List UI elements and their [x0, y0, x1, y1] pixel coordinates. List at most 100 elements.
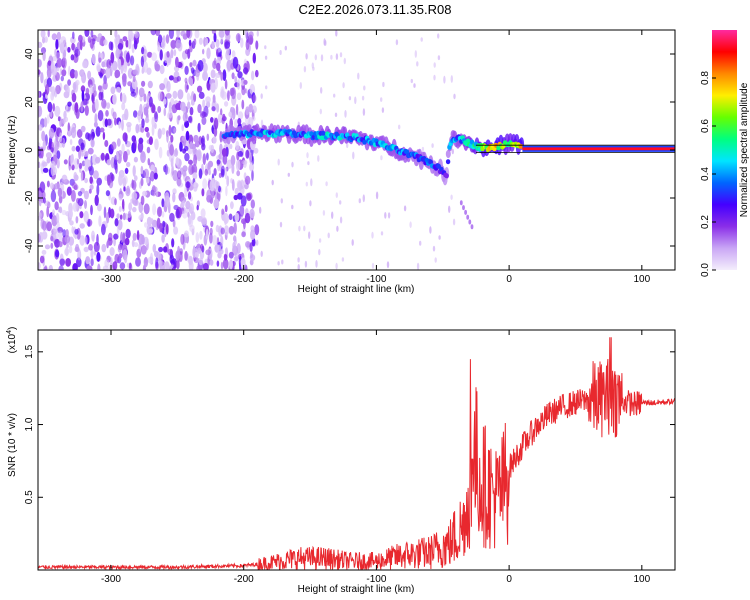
tone-band-core — [522, 147, 675, 151]
noise-speckle — [72, 263, 78, 270]
noise-speckle — [361, 95, 365, 101]
y-tick-label: -20 — [24, 190, 35, 205]
noise-speckle — [187, 101, 191, 110]
noise-speckle — [71, 126, 77, 139]
noise-speckle — [188, 39, 192, 47]
noise-speckle — [189, 77, 194, 87]
noise-speckle — [212, 60, 217, 69]
noise-speckle — [116, 225, 120, 236]
noise-speckle — [348, 96, 352, 101]
noise-speckle — [94, 99, 99, 111]
noise-speckle — [206, 47, 211, 60]
noise-speckle — [97, 203, 102, 212]
noise-speckle — [122, 212, 126, 221]
noise-speckle — [50, 147, 54, 153]
noise-speckle — [210, 82, 216, 93]
noise-speckle — [96, 251, 101, 262]
noise-speckle — [210, 117, 214, 123]
noise-speckle — [200, 137, 204, 144]
noise-speckle — [175, 102, 181, 111]
noise-speckle — [108, 41, 113, 50]
noise-speckle — [180, 233, 185, 245]
noise-speckle — [220, 261, 224, 270]
noise-speckle — [102, 131, 106, 140]
noise-speckle — [245, 39, 250, 50]
noise-speckle — [95, 126, 101, 137]
noise-speckle — [67, 46, 71, 53]
noise-speckle — [97, 263, 101, 270]
noise-speckle — [87, 218, 91, 227]
noise-speckle — [71, 92, 77, 103]
noise-speckle — [43, 117, 48, 128]
noise-speckle — [168, 30, 174, 39]
noise-speckle — [170, 39, 177, 49]
noise-speckle — [142, 190, 148, 197]
noise-speckle — [214, 72, 221, 78]
noise-speckle — [234, 187, 239, 195]
y-tick-label: 20 — [24, 96, 35, 108]
noise-speckle — [75, 145, 80, 152]
noise-speckle — [182, 135, 186, 142]
bottom-y-axis-label: SNR (10 * v/v) — [7, 413, 18, 477]
noise-speckle — [306, 152, 309, 159]
noise-speckle — [79, 223, 85, 229]
noise-speckle — [245, 149, 250, 159]
noise-speckle — [216, 103, 220, 113]
noise-speckle — [140, 245, 147, 255]
noise-speckle — [193, 38, 197, 46]
noise-speckle — [46, 114, 50, 124]
y-tick-label: 1.0 — [24, 417, 35, 431]
noise-speckle — [344, 110, 347, 118]
noise-speckle — [249, 208, 255, 219]
noise-speckle — [358, 198, 361, 204]
noise-speckle — [101, 99, 107, 109]
noise-speckle — [187, 116, 193, 123]
noise-speckle — [85, 132, 90, 140]
noise-speckle — [143, 168, 150, 179]
noise-speckle — [131, 191, 138, 201]
noise-speckle — [244, 212, 251, 224]
noise-speckle — [194, 69, 201, 77]
noise-speckle — [217, 251, 222, 259]
noise-speckle — [91, 53, 96, 65]
noise-speckle — [132, 75, 136, 83]
noise-speckle — [110, 173, 115, 182]
noise-speckle — [149, 171, 155, 182]
y-tick-label: 40 — [24, 48, 35, 60]
noise-speckle — [96, 36, 101, 43]
noise-speckle — [209, 232, 213, 244]
noise-speckle — [196, 149, 202, 162]
page-title: C2E2.2026.073.11.35.R08 — [298, 2, 452, 17]
noise-speckle — [254, 224, 260, 236]
noise-speckle — [357, 72, 360, 80]
noise-speckle — [38, 58, 42, 68]
noise-speckle — [97, 110, 104, 122]
noise-speckle — [246, 193, 252, 202]
noise-speckle — [249, 242, 253, 253]
top-x-ticks: -300 -200 -100 0 100 — [101, 30, 651, 285]
noise-speckle — [125, 228, 131, 239]
noise-speckle — [177, 115, 181, 121]
noise-speckle — [241, 139, 248, 145]
snr-frame — [37, 329, 676, 571]
noise-speckle — [42, 167, 49, 173]
noise-speckle — [151, 185, 156, 197]
noise-speckle — [165, 34, 170, 44]
noise-speckle — [90, 138, 95, 148]
noise-speckle — [184, 65, 189, 75]
noise-speckle — [69, 139, 73, 145]
noise-speckle — [197, 103, 202, 114]
noise-speckle — [184, 120, 190, 128]
noise-speckle — [131, 78, 138, 90]
y-tick-label: 0.5 — [24, 490, 35, 504]
noise-speckle — [75, 243, 80, 252]
noise-speckle — [213, 168, 217, 176]
noise-speckle — [140, 177, 144, 187]
noise-speckle — [101, 223, 106, 236]
noise-speckle — [281, 259, 284, 265]
noise-speckle — [155, 257, 159, 269]
noise-speckle — [228, 225, 235, 235]
noise-speckle — [50, 190, 57, 203]
noise-speckle — [114, 30, 118, 39]
noise-speckle — [202, 71, 208, 81]
